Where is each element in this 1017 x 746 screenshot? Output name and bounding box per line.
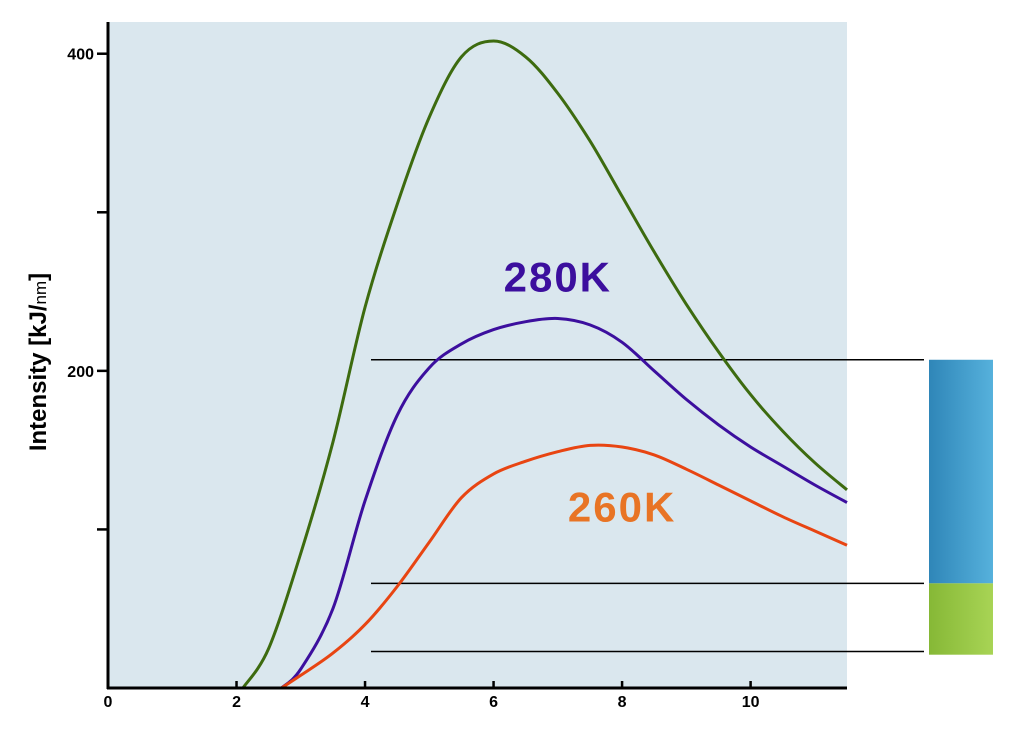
side-bar	[929, 359, 993, 655]
reference-lines	[371, 359, 924, 653]
series-line-2	[280, 443, 848, 690]
series-line-1	[280, 316, 848, 690]
curves	[241, 39, 848, 690]
plot-background	[108, 22, 847, 688]
x-tick-label-0: 0	[104, 694, 113, 711]
x-tick-label-3: 6	[489, 694, 498, 711]
y-axis-title: Intensity [kJ/nm]	[25, 273, 52, 451]
y-axis-title-end: ]	[25, 273, 52, 281]
side-bar-band-0	[929, 359, 993, 584]
y-axis-title-unit: nm	[31, 281, 50, 305]
y-tick-label-1: 200	[67, 364, 94, 381]
x-tick-label-1: 2	[232, 694, 241, 711]
x-ticks: 0 2 4 6 8 10	[104, 681, 760, 711]
x-tick-label-5: 10	[742, 694, 760, 711]
y-tick-label-3: 400	[67, 47, 94, 64]
series-line-0	[241, 39, 848, 689]
side-bar-band-1	[929, 583, 993, 655]
y-axis-title-main: Intensity [kJ/	[25, 304, 52, 451]
curve-label-1: 260K	[568, 484, 676, 531]
axes	[106, 22, 847, 690]
curve-label-0: 280K	[504, 254, 612, 301]
x-tick-label-4: 8	[618, 694, 627, 711]
curve-labels: 280K 260K	[504, 254, 676, 531]
y-ticks: 200 400	[67, 47, 108, 531]
x-tick-label-2: 4	[361, 694, 370, 711]
